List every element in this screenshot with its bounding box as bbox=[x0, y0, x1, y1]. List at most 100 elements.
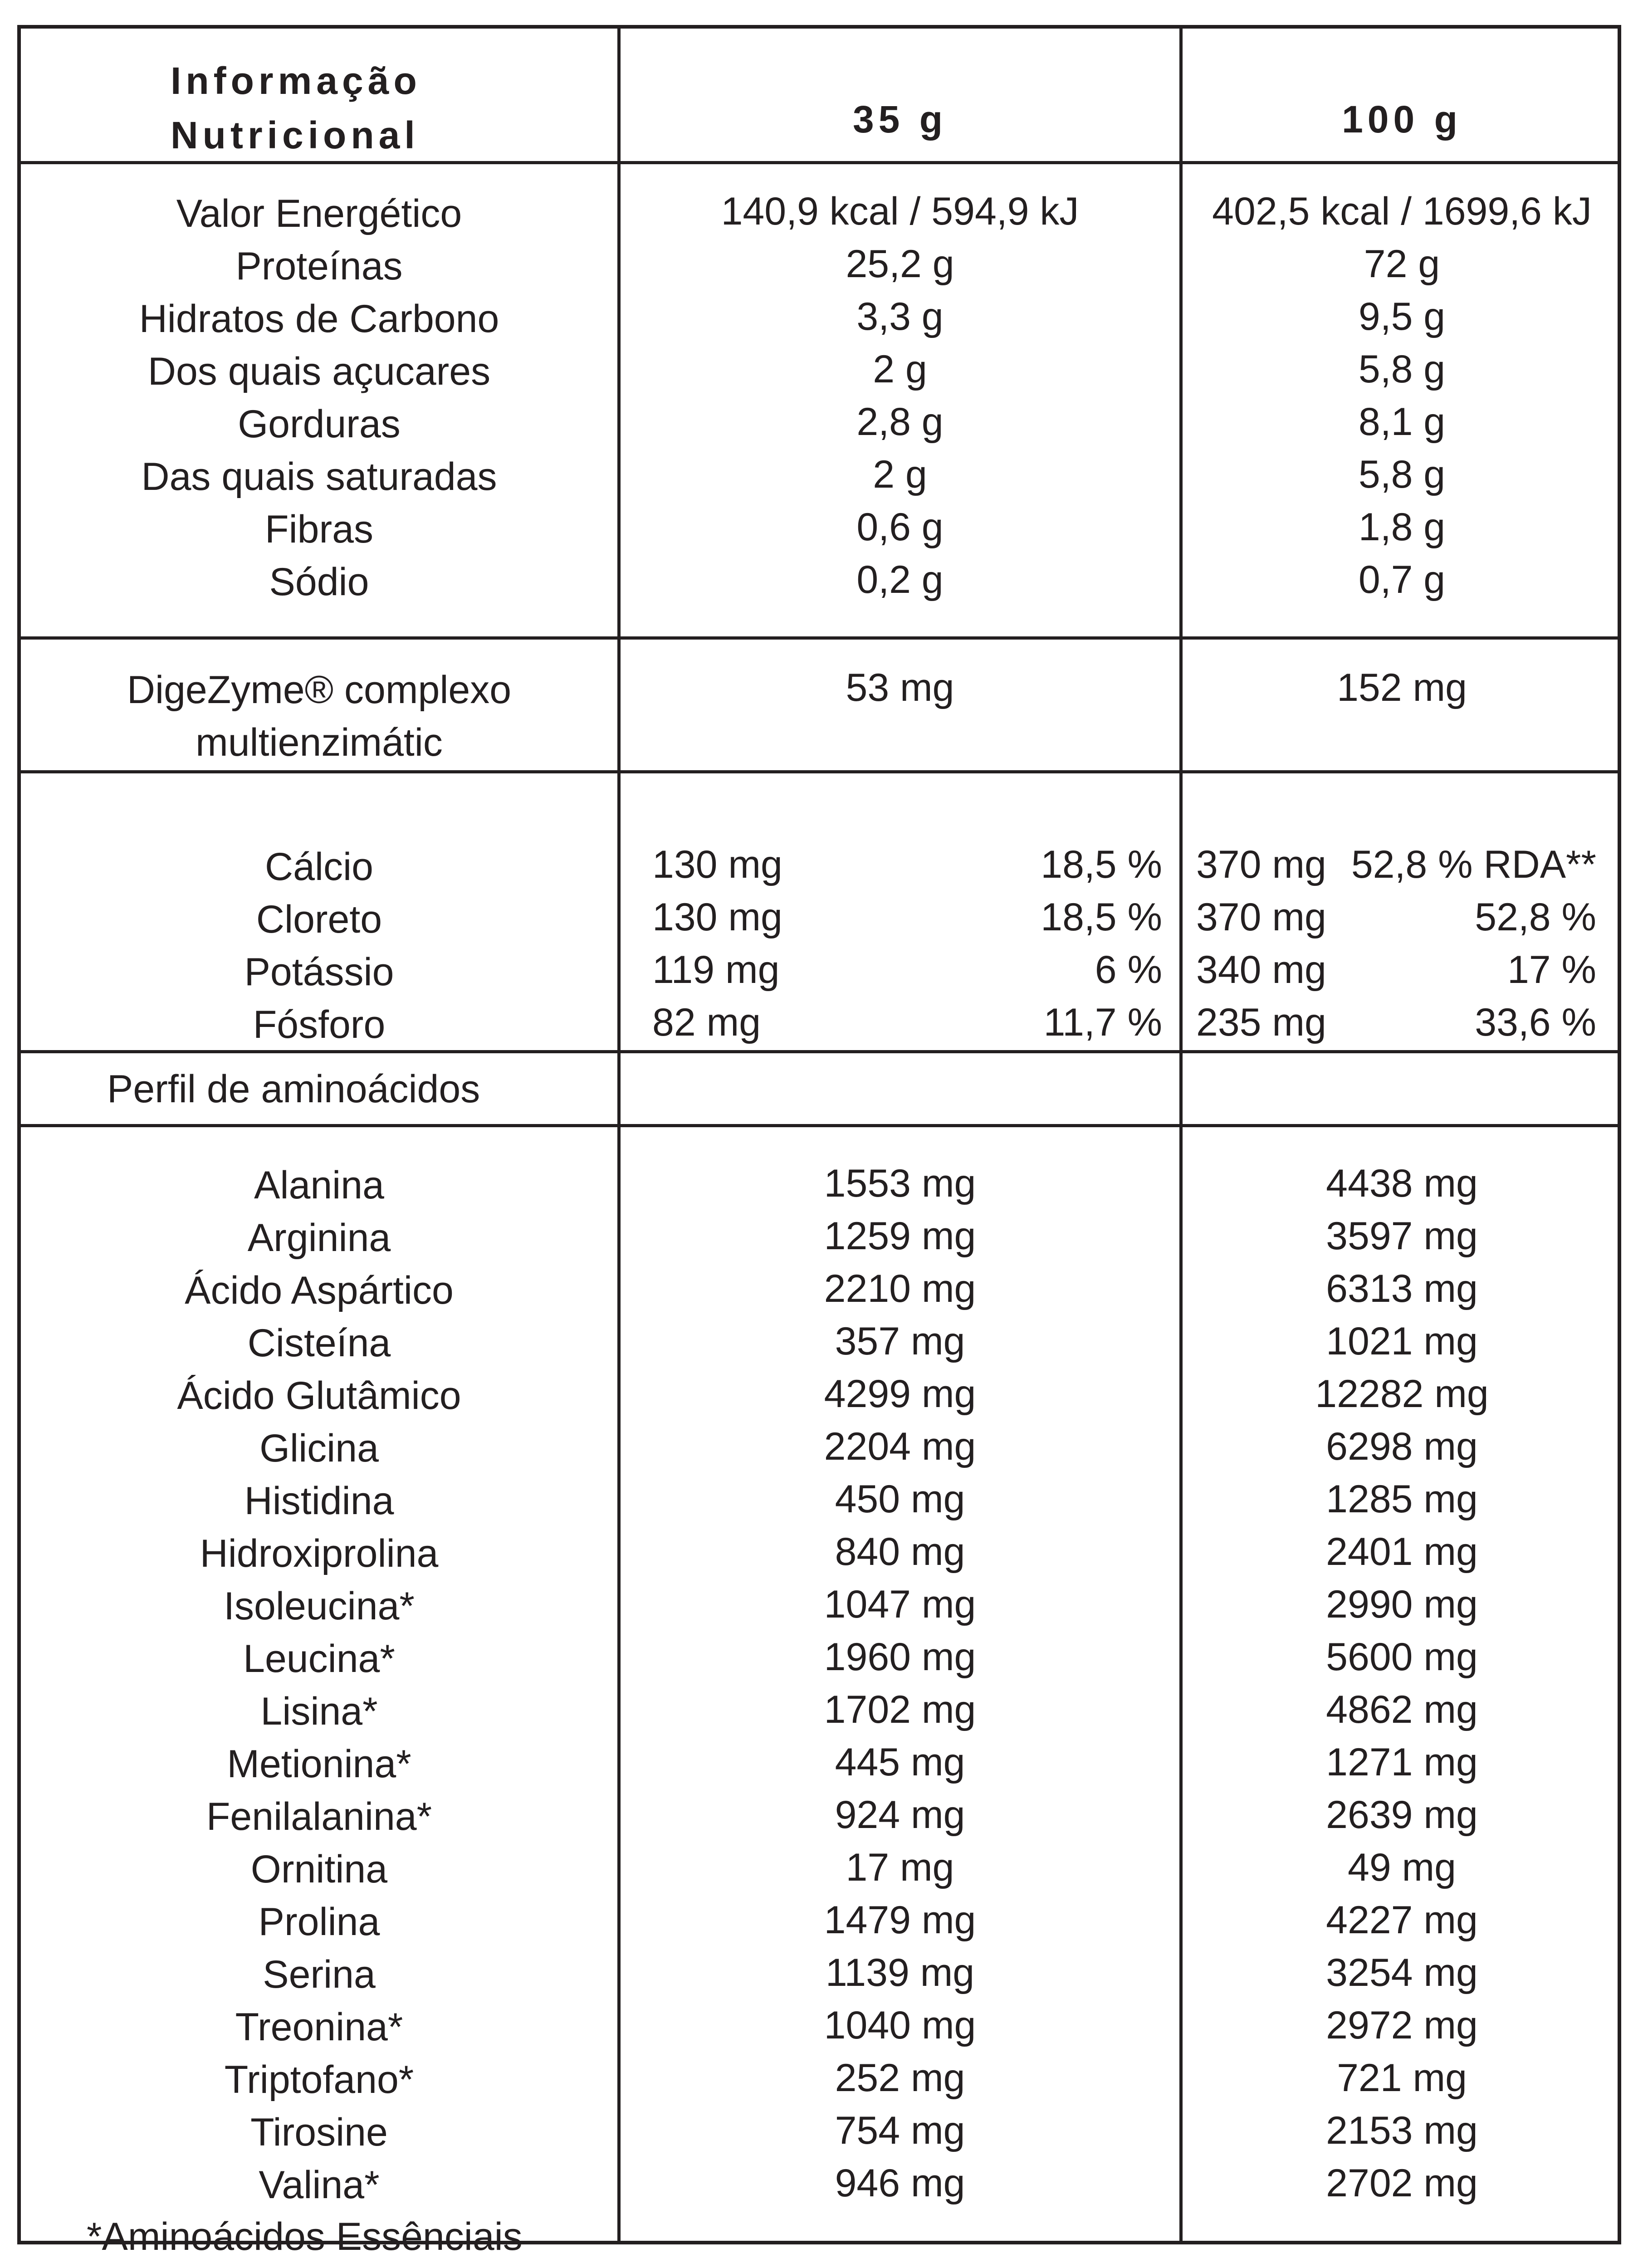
nutrition-names: Valor Energético Proteínas Hidratos de Car… bbox=[21, 187, 617, 608]
nutrient-name: Sódio bbox=[269, 560, 369, 604]
amino-acid-value-100g: 4438 mg bbox=[1326, 1162, 1478, 1205]
amino-acid-name: Histidina bbox=[244, 1479, 394, 1523]
nutrition-values-35g: 140,9 kcal / 594,9 kJ 25,2 g 3,3 g 2 g 2,8 g… bbox=[621, 185, 1179, 606]
amino-acid-value-100g: 3597 mg bbox=[1326, 1214, 1478, 1258]
mineral-amount-100g: 370 mg bbox=[1196, 895, 1326, 939]
amino-acid-value-100g: 6313 mg bbox=[1326, 1267, 1478, 1310]
amino-acid-value-100g: 4862 mg bbox=[1326, 1688, 1478, 1731]
amino-acid-value-100g: 2702 mg bbox=[1326, 2161, 1478, 2205]
amino-acid-value-100g: 2401 mg bbox=[1326, 1530, 1478, 1574]
amino-acid-names: Alanina Arginina Ácido Aspártico Cisteína Ác… bbox=[21, 1159, 617, 2211]
amino-acid-value-35g: 1553 mg bbox=[824, 1162, 976, 1205]
amino-acid-value-100g: 2639 mg bbox=[1326, 1793, 1478, 1837]
amino-acid-name: Treonina* bbox=[235, 2005, 403, 2049]
amino-acid-value-35g: 1960 mg bbox=[824, 1635, 976, 1679]
nutrient-value-100g: 72 g bbox=[1364, 242, 1440, 286]
mineral-name: Fósforo bbox=[253, 1003, 386, 1046]
mineral-percent-100g: 52,8 % bbox=[1475, 895, 1596, 939]
mineral-amount-100g: 340 mg bbox=[1196, 948, 1326, 992]
amino-acid-value-35g: 4299 mg bbox=[824, 1372, 976, 1416]
mineral-percent-35g: 18,5 % bbox=[1041, 895, 1162, 939]
nutrition-facts-table: Informação Nutricional 35 g 100 g Valor … bbox=[17, 25, 1621, 2258]
enzyme-value-100g: 152 mg bbox=[1337, 666, 1467, 709]
amino-acid-value-35g: 17 mg bbox=[846, 1846, 954, 1889]
amino-acid-value-100g: 12282 mg bbox=[1315, 1372, 1489, 1416]
amino-acid-name: Arginina bbox=[247, 1216, 391, 1260]
amino-acid-value-35g: 1047 mg bbox=[824, 1583, 976, 1626]
nutrition-values-100g: 402,5 kcal / 1699,6 kJ 72 g 9,5 g 5,8 g 8,1 … bbox=[1183, 185, 1621, 606]
mineral-amount-100g: 235 mg bbox=[1196, 1001, 1326, 1044]
amino-acid-value-35g: 840 mg bbox=[835, 1530, 965, 1574]
amino-acid-value-35g: 357 mg bbox=[835, 1320, 965, 1363]
amino-acid-name: Ácido Aspártico bbox=[185, 1269, 454, 1312]
amino-acid-value-100g: 721 mg bbox=[1337, 2056, 1467, 2100]
amino-acid-name: Lisina* bbox=[260, 1690, 378, 1733]
divider-header bbox=[21, 161, 1618, 164]
nutrient-value-35g: 0,6 g bbox=[856, 505, 944, 549]
mineral-amount-35g: 82 mg bbox=[652, 1001, 761, 1044]
amino-acid-values-100g: 4438 mg 3597 mg 6313 mg 1021 mg 12282 mg 6298… bbox=[1183, 1157, 1621, 2209]
amino-acid-value-35g: 252 mg bbox=[835, 2056, 965, 2100]
mineral-percent-35g: 11,7 % bbox=[1043, 1001, 1162, 1044]
amino-acid-name: Valina* bbox=[259, 2163, 380, 2207]
nutrient-name: Gorduras bbox=[238, 402, 401, 446]
nutrient-value-100g: 1,8 g bbox=[1358, 505, 1446, 549]
mineral-name: Cloreto bbox=[256, 898, 382, 941]
amino-acid-value-35g: 2210 mg bbox=[824, 1267, 976, 1310]
amino-acid-name: Alanina bbox=[254, 1163, 384, 1207]
nutrient-value-35g: 2,8 g bbox=[856, 400, 944, 444]
amino-acid-name: Fenilalanina* bbox=[206, 1795, 432, 1838]
amino-acid-value-35g: 2204 mg bbox=[824, 1425, 976, 1468]
amino-acid-value-35g: 946 mg bbox=[835, 2161, 965, 2205]
enzyme-name-line2: multienzimátic bbox=[196, 721, 443, 764]
divider-amino-header bbox=[21, 1124, 1618, 1127]
enzyme-name-line1: DigeZyme® complexo bbox=[127, 668, 512, 712]
amino-acid-value-35g: 1259 mg bbox=[824, 1214, 976, 1258]
nutrient-value-100g: 402,5 kcal / 1699,6 kJ bbox=[1212, 190, 1592, 233]
amino-acid-value-35g: 1702 mg bbox=[824, 1688, 976, 1731]
enzyme-value-35g: 53 mg bbox=[846, 666, 954, 709]
mineral-amount-100g: 370 mg bbox=[1196, 843, 1326, 886]
nutrient-value-35g: 140,9 kcal / 594,9 kJ bbox=[721, 190, 1079, 233]
nutrient-value-100g: 5,8 g bbox=[1358, 453, 1446, 496]
table-title: Informação Nutricional bbox=[171, 54, 421, 162]
mineral-percent-100g: 33,6 % bbox=[1475, 1001, 1596, 1044]
mineral-row-35g: 130 mg 18,5 % bbox=[621, 838, 1179, 891]
mineral-row-35g: 119 mg 6 % bbox=[621, 943, 1179, 996]
mineral-row-100g: 235 mg 33,6 % bbox=[1183, 996, 1621, 1049]
amino-acid-value-35g: 754 mg bbox=[835, 2109, 965, 2152]
mineral-row-100g: 340 mg 17 % bbox=[1183, 943, 1621, 996]
table-title-line1: Informação bbox=[171, 59, 421, 102]
mineral-row-100g: 370 mg 52,8 % bbox=[1183, 891, 1621, 943]
mineral-percent-35g: 18,5 % bbox=[1041, 843, 1162, 886]
nutrient-value-35g: 2 g bbox=[873, 347, 927, 391]
amino-acid-value-35g: 1139 mg bbox=[825, 1951, 975, 1994]
mineral-name: Cálcio bbox=[265, 845, 373, 889]
amino-acid-value-35g: 1040 mg bbox=[824, 2004, 976, 2047]
mineral-amount-35g: 130 mg bbox=[652, 843, 782, 886]
amino-acid-name: Prolina bbox=[258, 1900, 380, 1944]
amino-acid-name: Ornitina bbox=[250, 1848, 388, 1891]
divider-minerals bbox=[21, 1050, 1618, 1053]
nutrient-value-100g: 9,5 g bbox=[1358, 295, 1446, 338]
column-divider-2 bbox=[1179, 29, 1183, 2241]
amino-acid-value-100g: 1285 mg bbox=[1326, 1477, 1478, 1521]
mineral-amount-35g: 119 mg bbox=[652, 948, 780, 992]
amino-acid-value-100g: 1271 mg bbox=[1326, 1740, 1478, 1784]
amino-acid-value-35g: 445 mg bbox=[835, 1740, 965, 1784]
nutrient-value-35g: 2 g bbox=[873, 453, 927, 496]
nutrient-name: Dos quais açucares bbox=[147, 350, 491, 393]
nutrient-value-35g: 25,2 g bbox=[846, 242, 954, 286]
mineral-row-35g: 130 mg 18,5 % bbox=[621, 891, 1179, 943]
divider-enzyme bbox=[21, 770, 1618, 773]
column-header-100g: 100 g bbox=[1342, 98, 1462, 141]
amino-acid-name: Metionina* bbox=[227, 1742, 411, 1786]
amino-acid-name: Hidroxiprolina bbox=[200, 1532, 439, 1575]
nutrient-value-35g: 0,2 g bbox=[856, 558, 944, 601]
amino-acid-name: Triptofano* bbox=[224, 2058, 414, 2102]
footnote-essential-amino-acids: *Aminoácidos Essênciais bbox=[87, 2215, 523, 2258]
amino-acid-value-100g: 2153 mg bbox=[1326, 2109, 1478, 2152]
mineral-percent-35g: 6 % bbox=[1095, 948, 1162, 992]
nutrient-value-100g: 5,8 g bbox=[1358, 347, 1446, 391]
amino-acid-value-100g: 2972 mg bbox=[1326, 2004, 1478, 2047]
